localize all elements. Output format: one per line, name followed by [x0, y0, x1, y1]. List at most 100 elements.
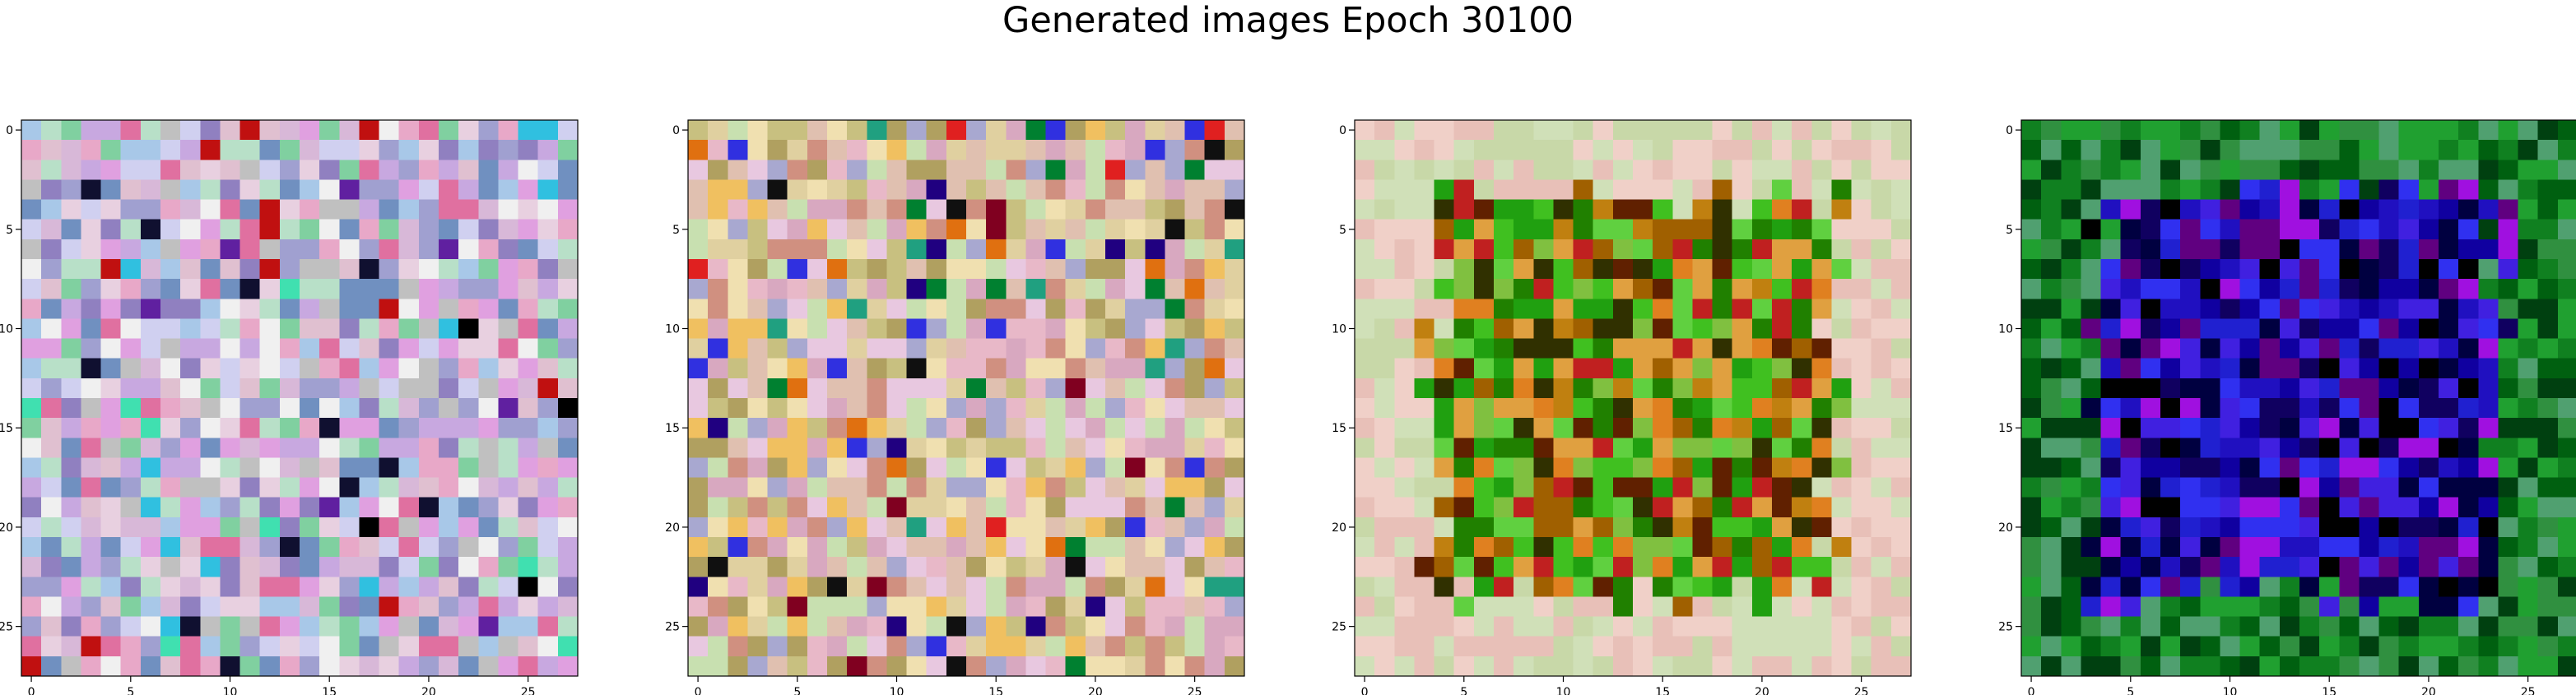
pixel-cell [2378, 160, 2400, 181]
pixel-cell [2200, 338, 2221, 359]
pixel-cell [2498, 199, 2519, 220]
pixel-cell [986, 378, 1007, 399]
pixel-cell [1105, 418, 1126, 438]
pixel-cell [418, 477, 439, 498]
pixel-cell [2299, 219, 2320, 240]
pixel-cell [1751, 537, 1773, 558]
pixel-cell [239, 239, 261, 260]
pixel-cell [2557, 338, 2576, 359]
pixel-cell [787, 358, 808, 379]
pixel-cell [946, 636, 967, 657]
pixel-cell [1434, 477, 1455, 498]
pixel-cell [986, 318, 1007, 340]
pixel-cell [2220, 140, 2241, 160]
pixel-cell [1204, 299, 1225, 320]
pixel-cell [140, 596, 161, 618]
pixel-cell [557, 120, 579, 141]
pixel-cell [458, 477, 479, 498]
pixel-cell [2378, 596, 2400, 618]
pixel-cell [1653, 219, 1673, 240]
pixel-cell [2100, 219, 2122, 240]
pixel-cell [1851, 616, 1872, 637]
pixel-cell [906, 318, 928, 340]
pixel-cell [1006, 557, 1027, 577]
pixel-cell [2160, 358, 2181, 379]
pixel-cell [1414, 338, 1435, 359]
pixel-cell [319, 239, 340, 260]
pixel-cell [1473, 577, 1495, 598]
pixel-cell [458, 398, 479, 419]
pixel-cell [2140, 318, 2161, 340]
pixel-cell [2061, 477, 2082, 498]
pixel-cell [1751, 338, 1773, 359]
pixel-cell [1145, 398, 1166, 419]
pixel-cell [1006, 517, 1027, 538]
pixel-cell [379, 318, 400, 340]
pixel-cell [160, 378, 181, 399]
pixel-cell [1105, 299, 1126, 320]
pixel-cell [2041, 477, 2062, 498]
pixel-cell [2557, 418, 2576, 438]
pixel-cell [279, 418, 300, 438]
pixel-cell [886, 160, 908, 181]
pixel-cell [847, 358, 867, 379]
pixel-cell [2299, 140, 2320, 160]
pixel-cell [2220, 338, 2241, 359]
pixel-cell [2239, 219, 2261, 240]
pixel-cell [220, 616, 241, 637]
pixel-cell [1573, 418, 1594, 438]
pixel-cell [2418, 438, 2439, 459]
x-tick-label: 20 [421, 686, 436, 695]
pixel-cell [1831, 537, 1853, 558]
pixel-cell [1533, 318, 1555, 340]
pixel-cell [2439, 338, 2459, 359]
pixel-cell [946, 219, 967, 240]
pixel-cell [2160, 140, 2181, 160]
pixel-cell [966, 517, 987, 538]
pixel-cell [827, 338, 848, 359]
pixel-cell [398, 259, 420, 280]
pixel-cell [2518, 517, 2539, 538]
pixel-cell [41, 318, 62, 340]
pixel-cell [2100, 438, 2122, 459]
pixel-cell [200, 537, 221, 558]
pixel-cell [1374, 259, 1395, 280]
pixel-cell [1751, 656, 1773, 677]
pixel-cell [259, 120, 281, 141]
pixel-cell [2319, 557, 2340, 577]
pixel-cell [2537, 199, 2559, 220]
pixel-cell [2239, 438, 2261, 459]
pixel-cell [2160, 636, 2181, 657]
pixel-cell [2279, 259, 2300, 280]
pixel-cell [688, 398, 709, 419]
pixel-cell [926, 338, 947, 359]
pixel-cell [847, 160, 867, 181]
pixel-cell [537, 596, 559, 618]
pixel-cell [1851, 398, 1872, 419]
pixel-cell [1494, 616, 1514, 637]
pixel-cell [2418, 279, 2439, 299]
pixel-cell [1125, 179, 1146, 201]
pixel-cell [2359, 259, 2380, 280]
pixel-cell [1533, 398, 1555, 419]
pixel-cell [1125, 557, 1146, 577]
pixel-cell [906, 140, 928, 160]
pixel-cell [319, 120, 340, 141]
pixel-cell [81, 636, 102, 657]
pixel-cell [827, 438, 848, 459]
pixel-cell [728, 477, 749, 498]
pixel-cell [140, 259, 161, 280]
pixel-cell [1533, 160, 1555, 181]
pixel-cell [1792, 398, 1812, 419]
pixel-cell [2180, 596, 2201, 618]
pixel-cell [81, 477, 102, 498]
pixel-cell [2259, 596, 2281, 618]
pixel-cell [1105, 318, 1126, 340]
pixel-cell [300, 299, 320, 320]
pixel-cell [708, 398, 728, 419]
pixel-cell [1692, 477, 1713, 498]
pixel-cell [1811, 338, 1833, 359]
pixel-cell [259, 457, 281, 479]
pixel-cell [1374, 398, 1395, 419]
pixel-cell [1831, 179, 1853, 201]
